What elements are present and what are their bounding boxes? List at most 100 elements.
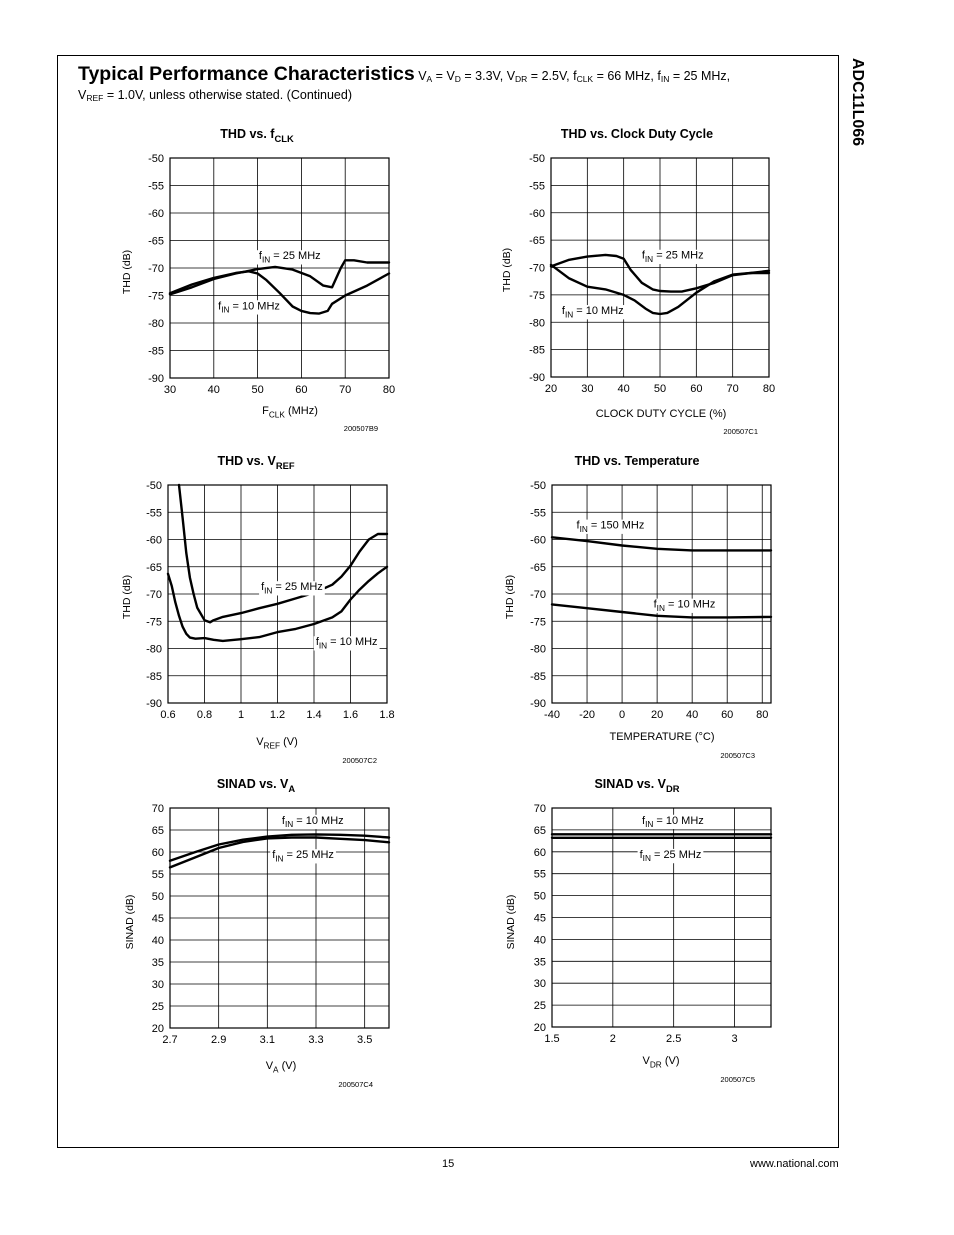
y-tick-label: 35 [152,957,164,969]
x-axis-label: VDR (V) [643,1055,680,1069]
y-tick-label: 40 [534,934,546,946]
y-axis-label: SINAD (dB) [505,895,517,950]
series-line-1 [177,483,389,624]
annotation-bg [279,814,346,830]
conditions-line-2: VREF = 1.0V, unless otherwise stated. (C… [78,88,352,103]
grid [169,807,389,1029]
x-tick-label: 40 [208,384,220,396]
y-tick-label: 55 [152,869,164,881]
grid [551,484,771,704]
y-tick-label: -55 [146,507,162,519]
figure-id: 200507C4 [338,1080,373,1089]
y-tick-label: 25 [152,1001,164,1013]
series-annotation-1: fIN = 25 MHz [642,250,704,264]
plot-frame [169,807,390,1029]
x-axis-label: VA (V) [266,1060,297,1074]
x-tick-label: 2.7 [162,1034,177,1046]
x-tick-label: 60 [721,709,733,721]
series-line-1 [168,833,391,862]
x-tick-label: 1.2 [270,709,285,721]
y-tick-label: -80 [146,644,162,656]
plot-frame [551,807,772,1028]
y-tick-label: -55 [148,181,164,193]
y-tick-label: -85 [148,346,164,358]
x-tick-label: 1.6 [343,709,358,721]
series-line-2 [168,836,391,869]
y-tick-label: 70 [534,803,546,815]
annotation-bg [651,598,718,613]
grid [551,807,771,1028]
series-line-2 [168,270,391,315]
figure-id: 200507C3 [720,751,755,760]
y-tick-label: -75 [530,616,546,628]
x-tick-label: 80 [383,384,395,396]
chart-6: 1.5 2 2.5 3 70 65 60 55 50 45 40 35 30 25 20 SINAD vs. … [505,777,773,1084]
y-tick-label: 35 [534,956,546,968]
annotation-bg [574,519,647,534]
y-axis-label: THD (dB) [121,250,133,294]
y-tick-label: 20 [152,1023,164,1035]
y-axis-label: THD (dB) [504,575,516,619]
x-tick-label: 2 [610,1033,616,1045]
chart-title: THD vs. Temperature [575,454,700,468]
chart-5: 2.7 2.9 3.1 3.3 3.5 70 65 60 55 50 45 40 35 30 25 20 SIN… [124,777,391,1089]
chart-title: THD vs. fCLK [220,127,294,144]
x-axis-label: CLOCK DUTY CYCLE (%) [596,408,727,420]
y-tick-label: 55 [534,869,546,881]
y-tick-label: -55 [529,180,545,192]
y-tick-label: -65 [530,562,546,574]
y-tick-label: -80 [530,644,546,656]
y-tick-label: -70 [530,589,546,601]
x-tick-label: 1 [238,709,244,721]
y-tick-label: 70 [152,803,164,815]
chart-3: 0.6 0.8 1 1.2 1.4 1.6 1.8 -50 -55 -60 -65 -70 -75 -80… [121,454,395,765]
y-tick-label: 50 [534,891,546,903]
y-tick-label: 20 [534,1022,546,1034]
y-tick-label: -70 [148,263,164,275]
x-tick-label: 2.9 [211,1034,226,1046]
x-tick-label: 60 [295,384,307,396]
y-tick-label: -90 [146,698,162,710]
plot-frame [167,484,388,704]
x-axis-label: FCLK (MHz) [262,405,318,419]
series-annotation-1: fIN = 10 MHz [642,815,704,829]
y-tick-label: -90 [529,372,545,384]
y-tick-label: 45 [534,913,546,925]
annotation-bg [270,849,336,864]
x-tick-label: 20 [545,383,557,395]
x-tick-label: 3 [731,1033,737,1045]
y-tick-label: 65 [534,825,546,837]
x-tick-label: 80 [756,709,768,721]
annotation-bg [313,636,380,651]
y-tick-label: -85 [530,671,546,683]
y-tick-label: 30 [152,979,164,991]
y-tick-label: 45 [152,913,164,925]
x-tick-label: 60 [690,383,702,395]
series-annotation-2: fIN = 10 MHz [654,599,716,613]
chart-title: SINAD vs. VA [217,777,296,794]
y-tick-label: -65 [148,236,164,248]
figure-id: 200507C1 [723,427,758,436]
x-tick-label: 2.5 [666,1033,681,1045]
chart-4: -40 -20 0 20 40 60 80 -50 -55 -60 -65 -70 -75 -80 -85 -… [504,454,773,760]
annotation-bg [216,300,282,315]
section-title: Typical Performance Characteristics [78,63,415,85]
chart-title: SINAD vs. VDR [594,777,679,794]
x-tick-label: 30 [164,384,176,396]
y-tick-label: -75 [529,290,545,302]
series-annotation-1: fIN = 10 MHz [282,815,344,829]
x-tick-label: -40 [544,709,560,721]
y-tick-label: -65 [146,562,162,574]
annotation-bg [640,814,706,830]
x-tick-label: 1.5 [544,1033,559,1045]
series-annotation-2: fIN = 10 MHz [218,300,280,314]
x-tick-label: 80 [763,383,775,395]
series-annotation-2: fIN = 25 MHz [640,849,702,863]
annotation-bg [259,581,325,596]
y-axis-label: THD (dB) [501,248,513,292]
series-annotation-1: fIN = 150 MHz [577,520,645,534]
x-tick-label: 3.1 [260,1034,275,1046]
footer-url: www.national.com [750,1158,839,1170]
y-tick-label: -50 [530,480,546,492]
y-tick-label: -60 [529,208,545,220]
